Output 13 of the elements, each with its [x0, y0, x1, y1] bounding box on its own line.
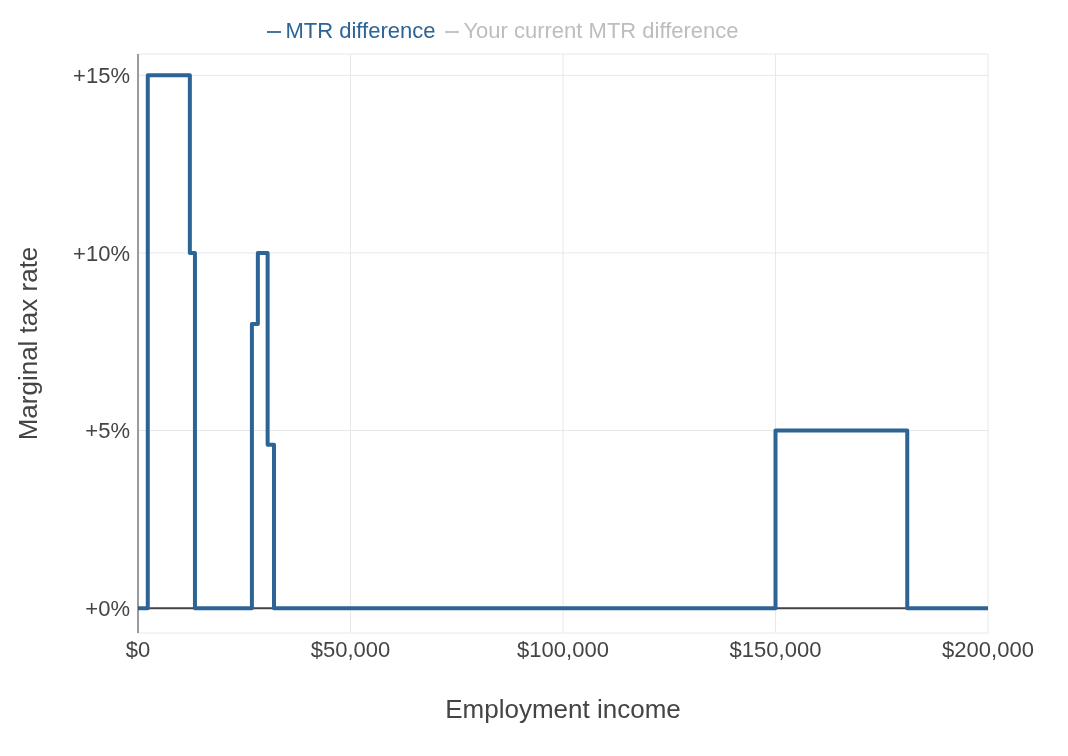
y-tick-label: +10%: [73, 240, 130, 266]
legend-label: MTR difference: [285, 18, 436, 43]
x-tick-label: $200,000: [942, 636, 1034, 662]
x-tick-label: $150,000: [729, 636, 822, 662]
y-tick-label: +15%: [73, 63, 130, 89]
x-tick-label: $50,000: [310, 636, 391, 662]
y-tick-label: +0%: [85, 595, 130, 621]
y-tick-label: +5%: [85, 418, 130, 444]
x-axis-title: Employment income: [445, 694, 681, 724]
x-tick-label: $100,000: [517, 636, 609, 662]
x-tick-label: $0: [125, 636, 151, 662]
y-axis-title: Marginal tax rate: [13, 246, 44, 441]
legend-label: Your current MTR difference: [463, 18, 739, 43]
